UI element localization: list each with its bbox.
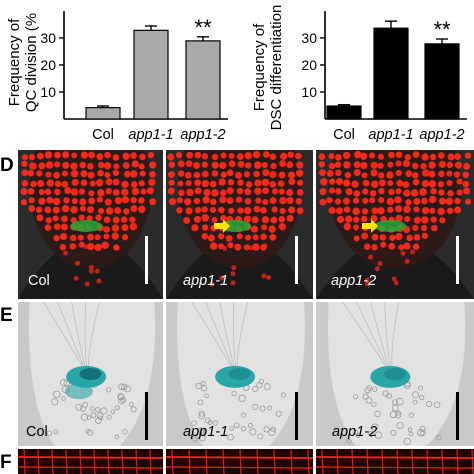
chart1-category-label-1: app1-1 [128, 127, 173, 143]
chart2-ytick-label: 10 [301, 84, 317, 100]
chart2-category-label-1: app1-1 [368, 127, 413, 143]
micrograph-f-app1-1 [166, 449, 313, 474]
micrograph-d-label-app1-1: app1-1 [183, 273, 229, 289]
panel-label-f: F [0, 452, 12, 473]
dsc-differentiation-bar-chart: 10 20 30 Col app1-1 ** app1-2 [301, 11, 467, 143]
chart1-ytick-label: 20 [40, 57, 56, 73]
micrograph-d-app1-1 [166, 150, 313, 299]
chart2-ytick-label: 20 [301, 57, 317, 73]
chart1-category-label-2: app1-2 [180, 127, 225, 143]
chart1-bar-1 [133, 29, 169, 120]
micrograph-e-label-col: Col [26, 424, 48, 440]
micrograph-e-app1-1 [166, 302, 313, 446]
micrograph-d-label-col: Col [28, 273, 50, 289]
chart2-ytick-label: 30 [301, 30, 317, 46]
panel-label-e: E [0, 305, 13, 326]
chart1-bar-0 [85, 107, 121, 120]
micrograph-d-col [18, 150, 163, 299]
chart1-category-label-0: Col [92, 127, 114, 143]
micrograph-e-app1-2 [316, 302, 474, 446]
chart2-category-label-0: Col [333, 127, 355, 143]
chart2-bar-0 [326, 105, 362, 120]
chart1-bar-2 [185, 40, 221, 120]
chart2-bar-1 [373, 27, 409, 120]
micrograph-e-label-app1-1: app1-1 [183, 424, 229, 440]
chart2-bar-2 [424, 43, 460, 120]
chart2-category-label-2: app1-2 [419, 127, 464, 143]
micrograph-e-label-app1-2: app1-2 [332, 424, 378, 440]
panel-label-d: D [0, 155, 14, 176]
chart1-ytick-label: 30 [40, 30, 56, 46]
micrograph-f-app1-2 [316, 449, 474, 474]
micrograph-e-col [18, 302, 163, 446]
micrograph-d-app1-2 [316, 150, 474, 299]
micrograph-d-label-app1-2: app1-2 [331, 273, 377, 289]
chart1-ytick-label: 10 [40, 84, 56, 100]
qc-division-bar-chart: 10 20 30 Col app1-1 ** app1-2 [40, 11, 228, 143]
chart1-significance-2: ** [194, 15, 212, 40]
micrograph-f-col [18, 449, 163, 474]
chart2-significance-2: ** [433, 17, 451, 42]
